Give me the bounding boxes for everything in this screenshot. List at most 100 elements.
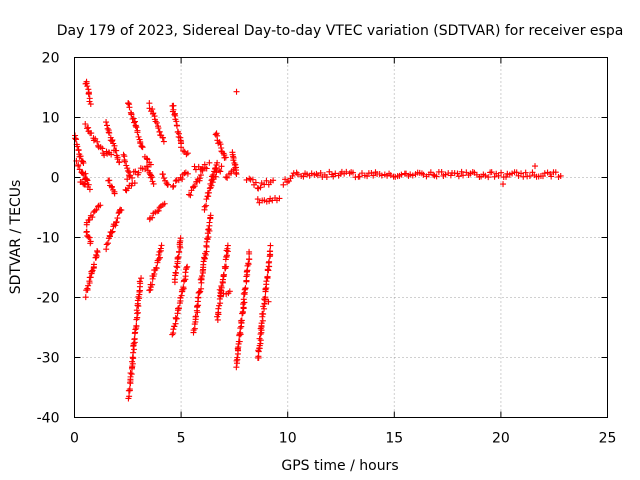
series-arc11 [141, 153, 157, 187]
data-point [156, 204, 163, 211]
data-point [518, 170, 525, 177]
series-arc14 [169, 102, 191, 158]
data-point [103, 122, 110, 129]
y-axis-label: SDTVAR / TECUs [8, 180, 24, 295]
x-axis-label: GPS time / hours [281, 458, 398, 474]
data-point [160, 138, 167, 145]
data-point [197, 288, 204, 295]
data-point [199, 166, 206, 173]
data-point [442, 171, 449, 178]
data-point [460, 172, 467, 179]
data-point [192, 313, 199, 320]
data-point [173, 263, 180, 270]
data-point [129, 174, 136, 181]
data-point [146, 100, 153, 107]
data-point [223, 263, 230, 270]
data-point [156, 248, 163, 255]
data-point [172, 314, 179, 321]
data-point [257, 337, 264, 344]
y-tick-label: -20 [37, 291, 60, 307]
data-point [208, 182, 215, 189]
data-point [155, 207, 162, 214]
data-point [120, 151, 127, 158]
data-point [223, 253, 230, 260]
data-point [86, 234, 93, 241]
data-point [84, 83, 91, 90]
data-point [233, 171, 240, 178]
data-point [88, 268, 95, 275]
data-point [75, 146, 82, 153]
data-point [234, 356, 241, 363]
data-point [109, 136, 116, 143]
data-point [169, 331, 176, 338]
data-point [76, 153, 83, 160]
data-point [124, 165, 131, 172]
data-point [133, 124, 140, 131]
data-point [267, 242, 274, 249]
data-point [242, 285, 249, 292]
y-tick-label: -10 [37, 231, 60, 247]
series-arc03 [82, 121, 115, 159]
outlier-point [233, 88, 240, 95]
outlier-point [265, 298, 272, 305]
series-arc17 [186, 159, 213, 199]
data-point [101, 152, 108, 159]
data-point [217, 141, 224, 148]
data-point [488, 169, 495, 176]
data-point [89, 214, 96, 221]
data-point [112, 222, 119, 229]
data-point [249, 176, 256, 183]
data-point [178, 144, 185, 151]
data-point [94, 249, 101, 256]
outlier-point [532, 163, 539, 170]
data-point [212, 173, 219, 180]
data-point [433, 173, 440, 180]
data-point [356, 173, 363, 180]
data-point [149, 214, 156, 221]
data-point [346, 170, 353, 177]
data-point [266, 198, 273, 205]
series-arc25 [280, 168, 564, 188]
outlier-point [500, 181, 507, 188]
data-point [332, 170, 339, 177]
data-point [200, 264, 207, 271]
data-point [216, 167, 223, 174]
data-point [114, 215, 121, 222]
data-point [82, 121, 89, 128]
data-point [153, 119, 160, 126]
series-arc02 [82, 78, 94, 108]
data-point [258, 322, 265, 329]
series-arc10 [125, 275, 145, 402]
data-point [128, 111, 135, 118]
data-point [241, 299, 248, 306]
data-point [113, 218, 120, 225]
data-point [150, 180, 157, 187]
data-point [106, 129, 113, 136]
data-point [398, 171, 405, 178]
series-arc19 [208, 130, 229, 184]
data-point [77, 153, 84, 160]
data-point [93, 253, 100, 260]
data-point [180, 284, 187, 291]
data-point [237, 325, 244, 332]
data-point [254, 185, 261, 192]
data-point [87, 238, 94, 245]
data-point [124, 167, 131, 174]
data-point [222, 174, 229, 181]
data-point [203, 202, 210, 209]
grid-layer [74, 57, 608, 418]
series-arc06 [103, 119, 123, 197]
data-point [85, 90, 92, 97]
data-point [206, 219, 213, 226]
data-point [276, 195, 283, 202]
data-point [177, 244, 184, 251]
data-point [254, 196, 261, 203]
data-point [135, 169, 142, 176]
data-point [233, 364, 240, 371]
data-point [323, 174, 330, 181]
data-point [219, 276, 226, 283]
data-point [144, 163, 151, 170]
data-point [149, 281, 156, 288]
x-tick-label: 25 [599, 431, 617, 447]
